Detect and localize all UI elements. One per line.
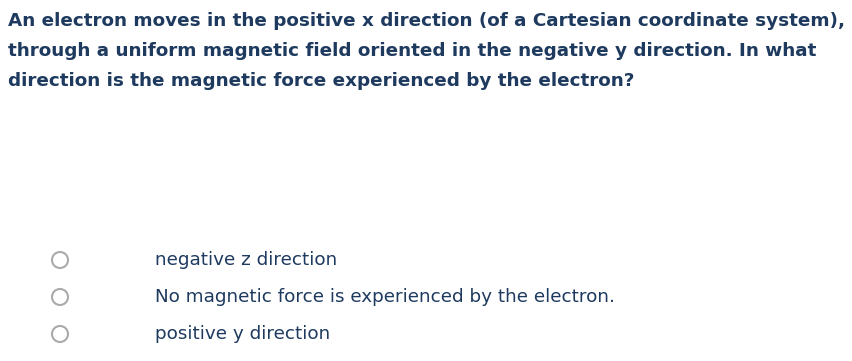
Text: through a uniform magnetic field oriented in the negative y direction. In what: through a uniform magnetic field oriente… [8,42,815,60]
Text: direction is the magnetic force experienced by the electron?: direction is the magnetic force experien… [8,72,634,90]
Text: An electron moves in the positive x direction (of a Cartesian coordinate system): An electron moves in the positive x dire… [8,12,844,30]
Text: negative z direction: negative z direction [155,251,337,269]
Text: positive y direction: positive y direction [155,325,330,343]
Text: No magnetic force is experienced by the electron.: No magnetic force is experienced by the … [155,288,614,306]
